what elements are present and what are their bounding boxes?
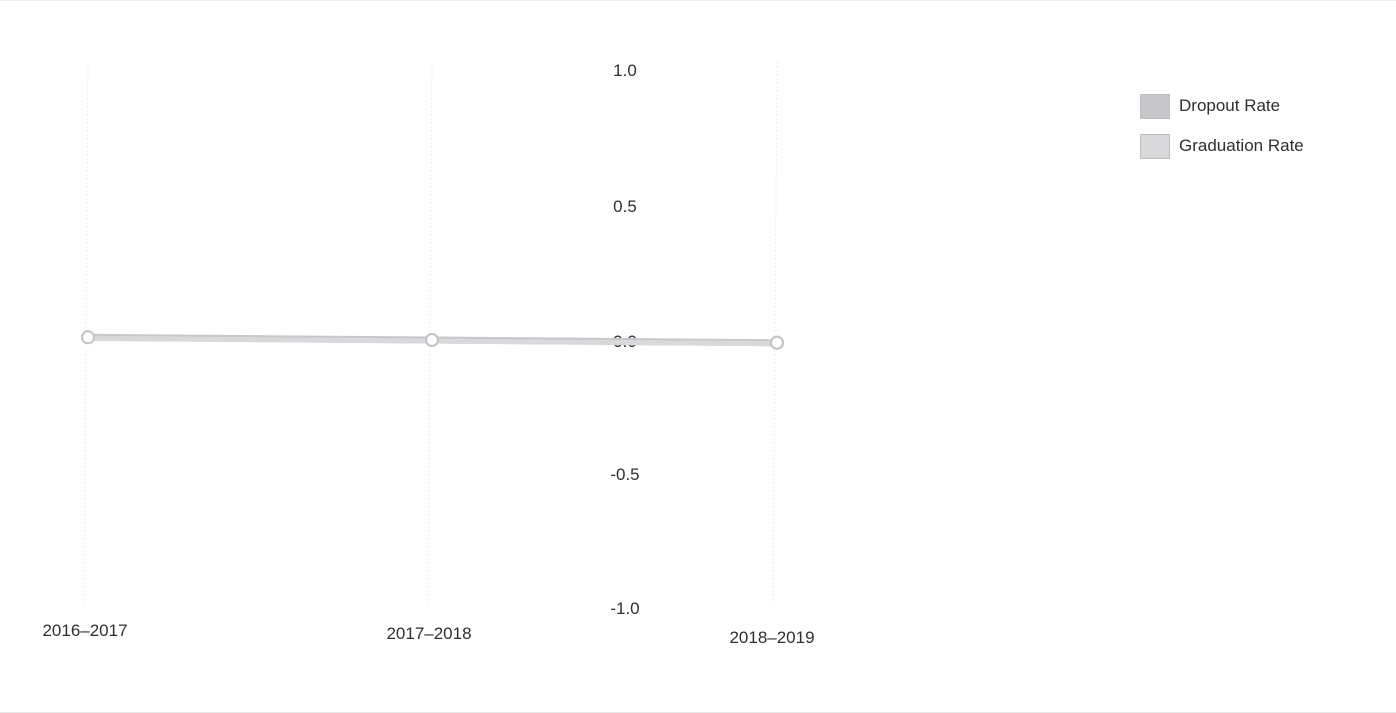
x-tick-label: 2017–2018 <box>386 624 471 643</box>
legend-item-graduation-rate[interactable]: Graduation Rate <box>1140 133 1304 159</box>
gridlines <box>83 61 778 606</box>
legend-swatch-dropout-rate <box>1140 93 1170 119</box>
x-axis-tick-labels: 2016–2017 2017–2018 2018–2019 <box>42 621 814 647</box>
series-markers <box>81 330 784 350</box>
data-point-graduation-rate-2[interactable] <box>770 335 784 350</box>
gridline-2018–2019 <box>772 61 778 606</box>
legend-label-dropout-rate: Dropout Rate <box>1179 96 1281 115</box>
y-tick-label: -1.0 <box>610 599 639 618</box>
legend-item-dropout-rate[interactable]: Dropout Rate <box>1140 93 1304 119</box>
y-tick-label: 0.5 <box>613 197 637 216</box>
y-tick-label: -0.5 <box>610 465 639 484</box>
legend-label-graduation-rate: Graduation Rate <box>1179 136 1304 155</box>
x-tick-label: 2018–2019 <box>729 628 814 647</box>
y-tick-label: 1.0 <box>613 61 637 80</box>
data-point-graduation-rate-1[interactable] <box>425 333 439 347</box>
data-point-graduation-rate-0[interactable] <box>81 330 95 345</box>
legend-swatch-graduation-rate <box>1140 133 1170 159</box>
gridline-2017–2018 <box>427 61 433 606</box>
x-tick-label: 2016–2017 <box>42 621 127 640</box>
legend: Dropout Rate Graduation Rate <box>1140 93 1304 173</box>
gridline-2016–2017 <box>83 61 89 606</box>
